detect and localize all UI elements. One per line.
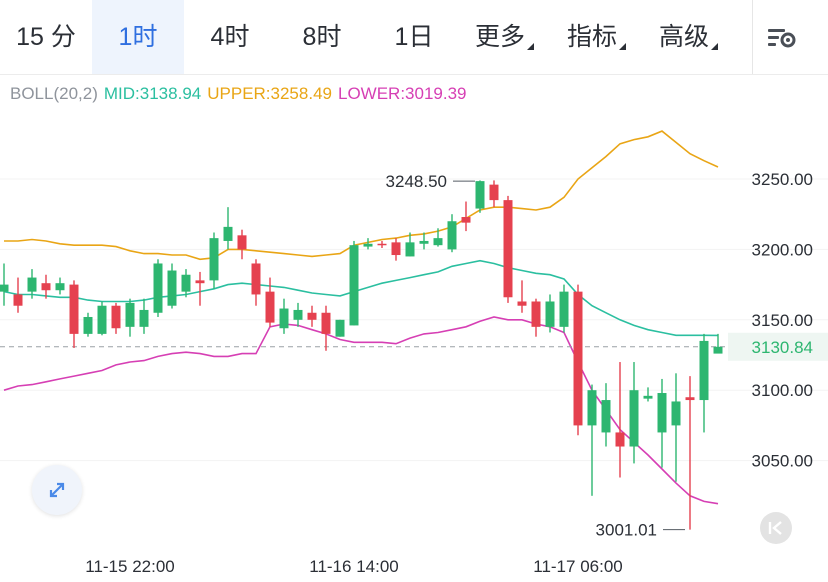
boll-upper-line	[4, 130, 719, 261]
candle[interactable]	[601, 400, 611, 433]
candle[interactable]	[279, 308, 289, 329]
candle[interactable]	[0, 284, 9, 292]
boll-upper: UPPER:3258.49	[207, 84, 332, 103]
chart-settings-button[interactable]	[752, 0, 828, 74]
current-price-badge	[728, 332, 828, 361]
candle[interactable]	[167, 270, 177, 306]
candle[interactable]	[83, 316, 93, 334]
candle[interactable]	[405, 242, 415, 257]
tab-indicators[interactable]: 指标	[552, 0, 632, 74]
candle[interactable]	[13, 294, 23, 306]
tab-advanced[interactable]: 高级	[644, 0, 724, 74]
candle[interactable]	[335, 319, 345, 337]
candle[interactable]	[195, 280, 205, 284]
candle[interactable]	[307, 312, 317, 320]
candle[interactable]	[377, 243, 387, 246]
current-price-label: 3130.84	[752, 338, 813, 357]
candle[interactable]	[223, 226, 233, 241]
candle[interactable]	[251, 263, 261, 295]
candle[interactable]	[97, 305, 107, 334]
tab-more-label: 更多	[474, 23, 525, 51]
candle[interactable]	[181, 274, 191, 292]
candle[interactable]	[657, 393, 667, 433]
candle[interactable]	[615, 432, 625, 447]
boll-lower: LOWER:3019.39	[337, 84, 467, 103]
tab-more[interactable]: 更多	[460, 0, 540, 74]
candle[interactable]	[237, 235, 247, 250]
x-tick-label: 11-17 06:00	[533, 557, 622, 576]
y-tick-label: 3100.00	[752, 381, 813, 400]
candle[interactable]	[545, 301, 555, 327]
y-tick-label: 3150.00	[752, 311, 813, 330]
scroll-to-start-button[interactable]	[760, 512, 792, 544]
candle[interactable]	[41, 283, 51, 291]
candle[interactable]	[531, 301, 541, 327]
candle[interactable]	[643, 395, 653, 399]
candle[interactable]	[391, 242, 401, 256]
candle[interactable]	[139, 309, 149, 327]
candle[interactable]	[713, 346, 723, 354]
tab-advanced-label: 高级	[658, 23, 709, 51]
y-tick-label: 3200.00	[752, 240, 813, 259]
x-tick-label: 11-15 22:00	[85, 557, 174, 576]
candle[interactable]	[503, 200, 513, 298]
candle[interactable]	[321, 312, 331, 334]
candle[interactable]	[125, 302, 135, 327]
candle[interactable]	[69, 284, 79, 334]
candle[interactable]	[27, 277, 37, 292]
tab-1h[interactable]: 1时	[92, 0, 184, 74]
tab-4h[interactable]: 4时	[210, 23, 250, 51]
expand-arrows-icon	[49, 482, 65, 498]
boll-lower-line	[3, 316, 719, 505]
candle[interactable]	[559, 291, 569, 327]
tab-15m[interactable]: 15 分	[16, 23, 76, 51]
candle[interactable]	[461, 217, 471, 223]
boll-mid-line	[3, 259, 719, 337]
candlestick-chart[interactable]: 3248.50 3001.01 3250.00 3200.00 3150.00 3100.…	[0, 110, 828, 582]
rewind-icon	[768, 521, 782, 535]
x-tick-label: 11-16 14:00	[309, 557, 398, 576]
candle[interactable]	[209, 238, 219, 281]
tab-1d[interactable]: 1日	[394, 23, 434, 51]
dropdown-triangle-icon	[527, 43, 534, 50]
candle[interactable]	[587, 390, 597, 426]
tab-8h[interactable]: 8时	[302, 23, 342, 51]
candle[interactable]	[447, 221, 457, 250]
low-price-label: 3001.01	[596, 521, 657, 540]
candle[interactable]	[55, 283, 65, 291]
candle[interactable]	[265, 291, 275, 323]
candle[interactable]	[489, 184, 499, 201]
high-price-label: 3248.50	[386, 172, 447, 191]
expand-button[interactable]	[32, 465, 82, 515]
candle[interactable]	[685, 397, 695, 401]
candle[interactable]	[111, 305, 121, 329]
dropdown-triangle-icon	[711, 43, 718, 50]
candle[interactable]	[433, 238, 443, 246]
candle[interactable]	[517, 301, 527, 306]
candle[interactable]	[349, 245, 359, 326]
candle[interactable]	[363, 243, 373, 247]
candle[interactable]	[153, 263, 163, 313]
candle[interactable]	[629, 390, 639, 447]
tab-indicators-label: 指标	[566, 23, 617, 51]
y-tick-label: 3050.00	[752, 452, 813, 471]
timeframe-toolbar: 15 分 1时 4时 8时 1日 更多 指标 高级	[0, 0, 828, 75]
boll-legend: BOLL(20,2) MID:3138.94 UPPER:3258.49 LOWER:…	[10, 84, 473, 104]
boll-mid: MID:3138.94	[103, 84, 202, 103]
boll-name: BOLL(20,2)	[10, 84, 98, 103]
candle[interactable]	[699, 340, 709, 401]
candle[interactable]	[475, 181, 485, 209]
chart-settings-icon	[768, 29, 796, 48]
y-tick-label: 3250.00	[752, 170, 813, 189]
candle[interactable]	[419, 240, 429, 244]
candle[interactable]	[573, 291, 583, 426]
candle[interactable]	[293, 309, 303, 320]
dropdown-triangle-icon	[619, 43, 626, 50]
candle[interactable]	[671, 401, 681, 426]
